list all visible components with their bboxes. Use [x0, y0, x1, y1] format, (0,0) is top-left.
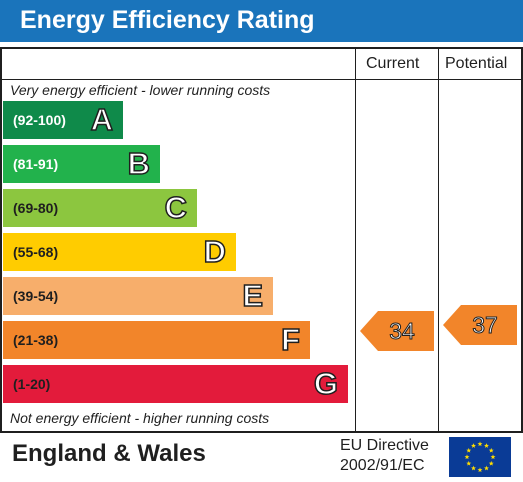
current-rating-arrow: 34	[360, 311, 434, 351]
band-letter: E	[242, 277, 264, 314]
flag-star-icon	[466, 460, 472, 466]
current-column-header: Current	[366, 55, 420, 72]
band-letter: F	[280, 321, 300, 358]
directive-line-2: 2002/91/EC	[340, 457, 425, 474]
band-letter: G	[313, 365, 339, 402]
flag-star-icon	[471, 465, 476, 471]
arrow-shape	[360, 311, 434, 351]
band-d: (55-68) D	[3, 233, 236, 271]
flag-star-icon	[464, 454, 470, 460]
arrow-shape	[443, 305, 517, 345]
flag-star-icon	[466, 447, 472, 453]
current-column-divider	[355, 48, 356, 432]
flag-star-icon	[471, 443, 476, 448]
flag-star-icon	[488, 460, 494, 466]
page-title: Energy Efficiency Rating	[20, 6, 315, 34]
potential-column-header: Potential	[445, 55, 508, 72]
band-letter: A	[90, 101, 114, 138]
band-letter: D	[203, 233, 227, 270]
potential-rating-arrow: 37	[443, 305, 517, 345]
band-c: (69-80) C	[3, 189, 197, 227]
potential-column-divider	[438, 48, 439, 432]
band-range: (21-38)	[13, 332, 59, 348]
band-b: (81-91) B	[3, 145, 160, 183]
flag-star-icon	[488, 447, 494, 453]
header-divider	[1, 79, 522, 80]
band-range: (1-20)	[13, 376, 51, 392]
flag-star-icon	[477, 467, 483, 473]
current-rating-value: 34	[389, 318, 416, 345]
region-label: England & Wales	[12, 440, 206, 467]
band-range: (92-100)	[13, 112, 66, 128]
title-bar: Energy Efficiency Rating	[0, 0, 523, 42]
rating-table	[0, 47, 523, 433]
efficient-note: Very energy efficient - lower running co…	[10, 82, 271, 98]
flag-star-icon	[484, 465, 489, 471]
inefficient-note: Not energy efficient - higher running co…	[10, 410, 270, 426]
band-f: (21-38) F	[3, 321, 310, 359]
band-a: (92-100) A	[3, 101, 123, 139]
potential-rating-value: 37	[472, 312, 499, 339]
band-range: (55-68)	[13, 244, 59, 260]
band-letter: B	[127, 145, 151, 182]
band-letter: C	[164, 189, 188, 226]
flag-star-icon	[490, 454, 496, 460]
flag-star-icon	[477, 441, 483, 447]
band-range: (81-91)	[13, 156, 59, 172]
flag-star-icon	[484, 443, 489, 448]
band-e: (39-54) E	[3, 277, 273, 315]
band-range: (69-80)	[13, 200, 59, 216]
directive-line-1: EU Directive	[340, 437, 429, 454]
eu-flag-icon	[449, 437, 511, 477]
band-range: (39-54)	[13, 288, 59, 304]
band-g: (1-20) G	[3, 365, 348, 403]
